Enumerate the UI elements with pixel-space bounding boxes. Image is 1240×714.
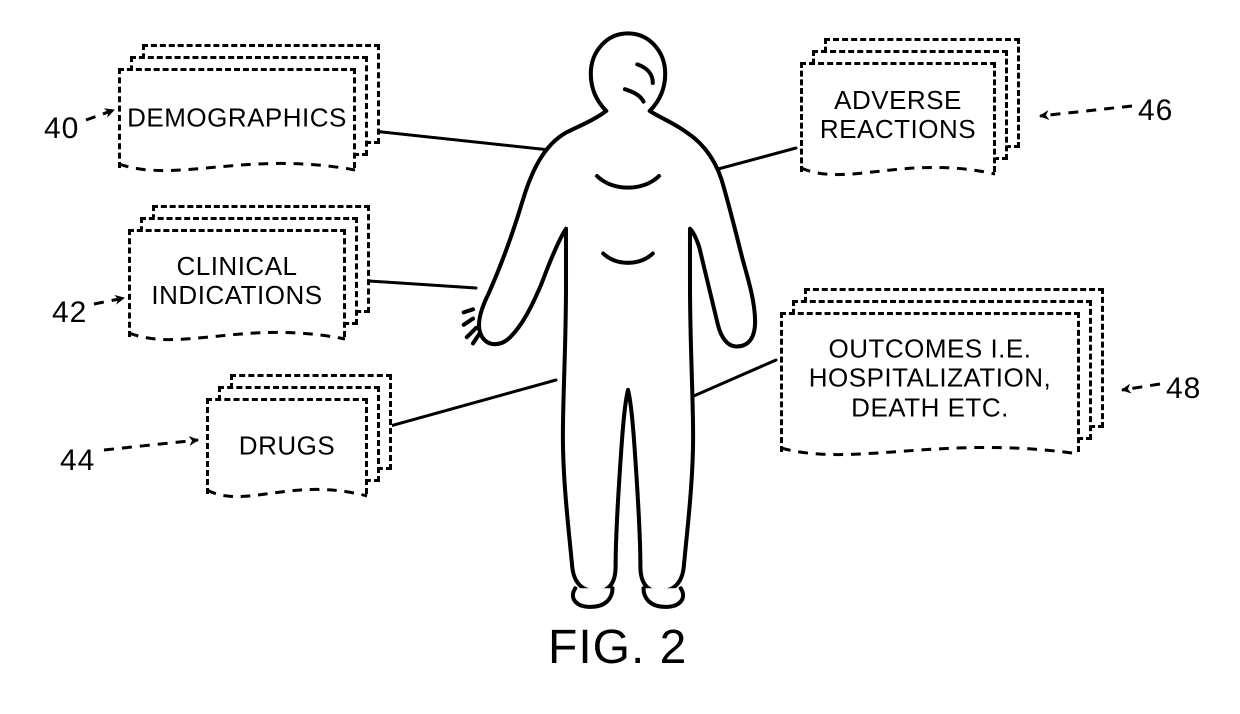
ref-label-clinical: 42: [52, 296, 87, 330]
connector-drugs: [376, 380, 556, 430]
card-stack-clinical: CLINICAL INDICATIONS: [128, 229, 346, 337]
ref-label-adverse: 46: [1138, 94, 1173, 128]
card-stack-demographics: DEMOGRAPHICS: [118, 68, 356, 168]
card-clinical: CLINICAL INDICATIONS: [128, 229, 346, 337]
ref-arrow-demographics: [86, 110, 114, 120]
card-stack-drugs: DRUGS: [206, 398, 368, 494]
card-label-outcomes: OUTCOMES I.E. HOSPITALIZATION, DEATH ETC…: [809, 334, 1052, 424]
ref-arrow-drugs: [104, 440, 198, 450]
connector-outcomes: [680, 360, 776, 402]
card-label-drugs: DRUGS: [239, 431, 335, 461]
card-drugs: DRUGS: [206, 398, 368, 494]
connector-demographics: [364, 130, 550, 150]
card-stack-adverse: ADVERSE REACTIONS: [800, 62, 996, 172]
card-stack-outcomes: OUTCOMES I.E. HOSPITALIZATION, DEATH ETC…: [780, 312, 1080, 452]
card-label-demographics: DEMOGRAPHICS: [127, 103, 347, 133]
card-label-clinical: CLINICAL INDICATIONS: [151, 252, 322, 312]
ref-arrow-outcomes: [1122, 384, 1160, 390]
ref-arrow-clinical: [94, 298, 124, 304]
ref-label-demographics: 40: [44, 112, 79, 146]
card-adverse: ADVERSE REACTIONS: [800, 62, 996, 172]
figure-stage: DEMOGRAPHICS CLINICAL INDICATIONS DRUGS ADV…: [0, 0, 1240, 714]
card-outcomes: OUTCOMES I.E. HOSPITALIZATION, DEATH ETC…: [780, 312, 1080, 452]
card-label-adverse: ADVERSE REACTIONS: [820, 86, 976, 146]
ref-arrow-adverse: [1040, 106, 1132, 116]
ref-label-outcomes: 48: [1166, 372, 1201, 406]
figure-caption: FIG. 2: [548, 620, 687, 675]
ref-label-drugs: 44: [60, 444, 95, 478]
connector-clinical: [354, 280, 476, 288]
connector-adverse: [692, 148, 796, 176]
card-demographics: DEMOGRAPHICS: [118, 68, 356, 168]
